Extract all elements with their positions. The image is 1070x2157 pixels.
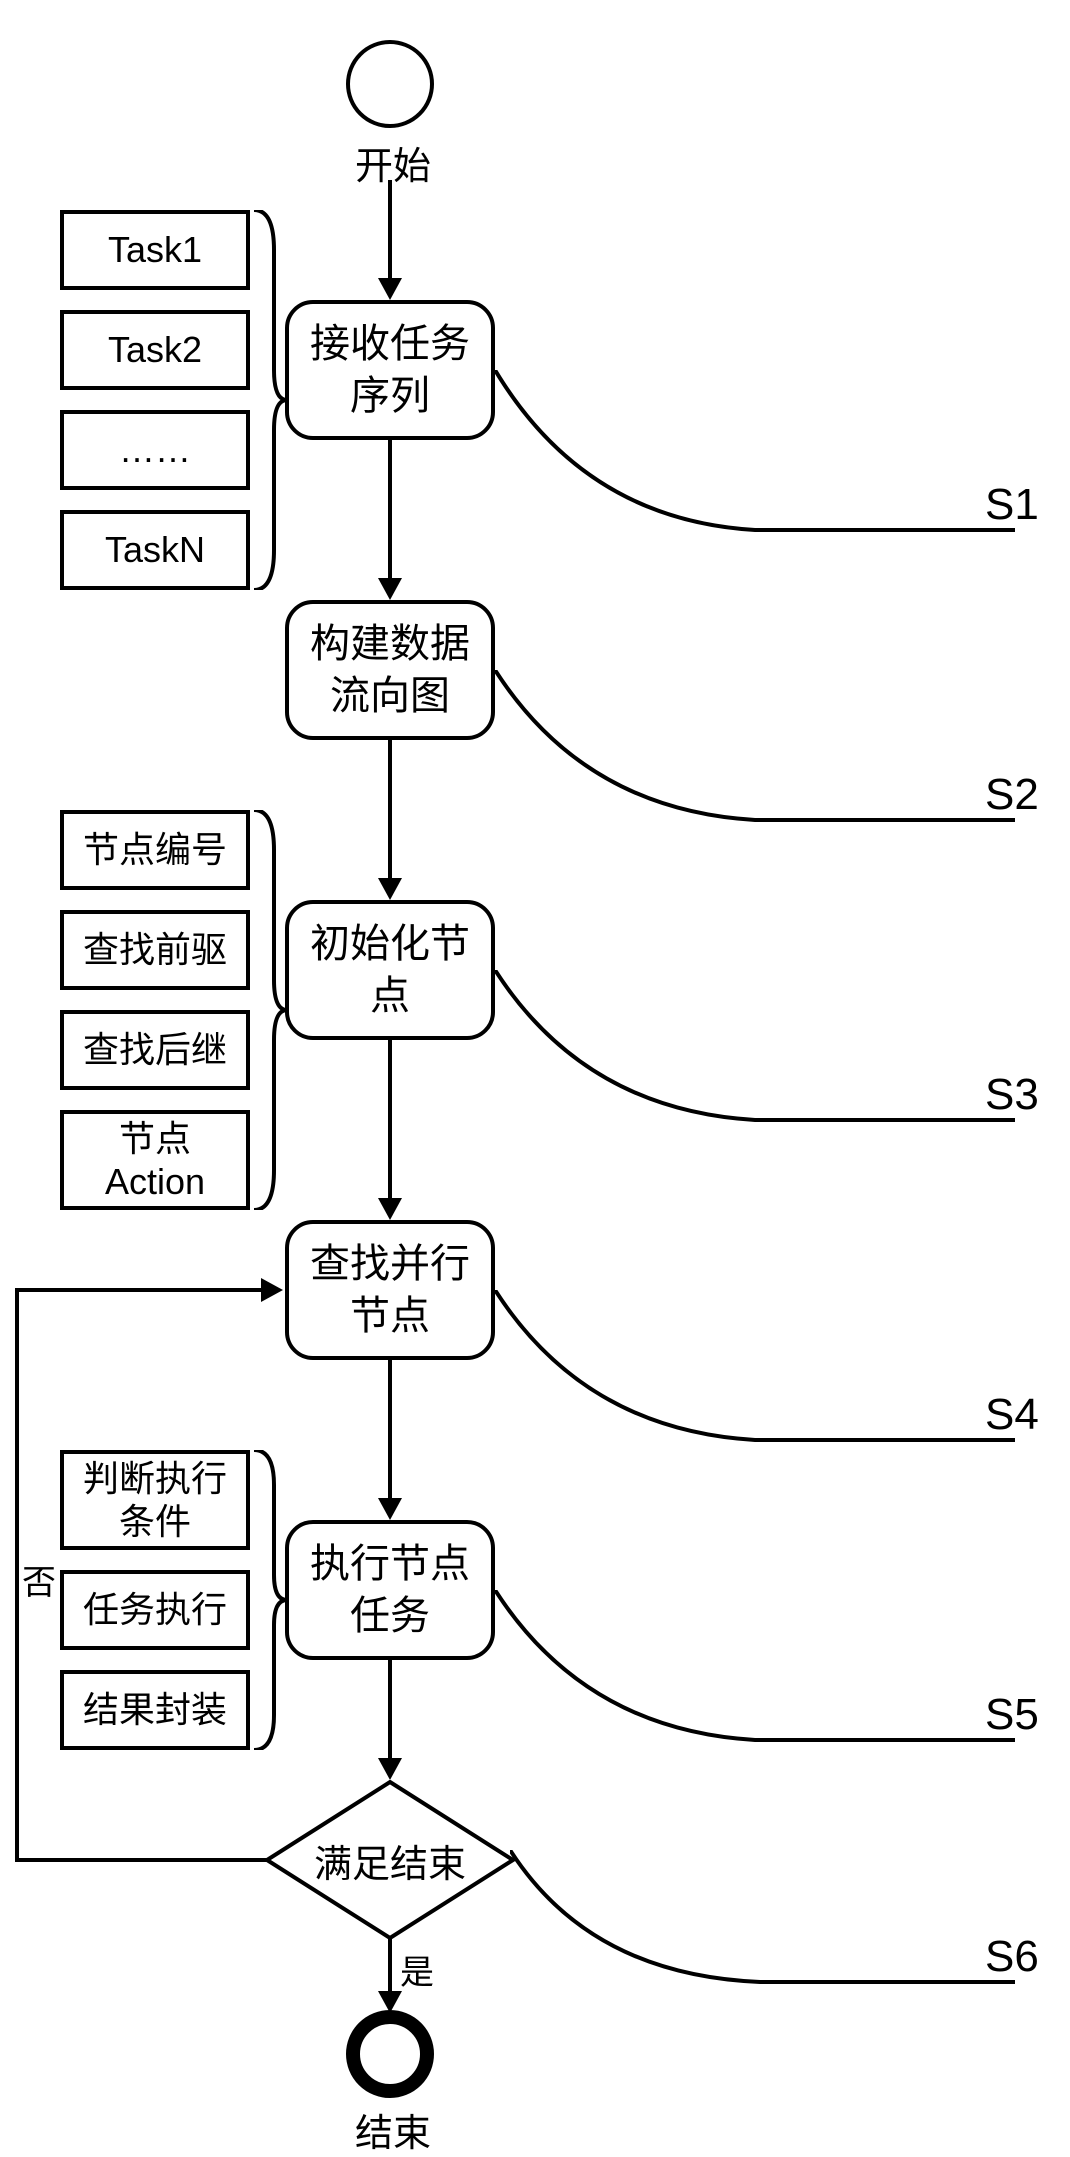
edge-s2-s3: [388, 740, 392, 880]
brace-s1: [252, 210, 287, 590]
edge-no-h2: [15, 1288, 263, 1292]
brace-s3: [252, 810, 287, 1210]
brace-s5: [252, 1450, 287, 1750]
curve-s3: [495, 970, 1015, 1140]
edge-s5-s6: [388, 1660, 392, 1760]
edge-start-s1: [388, 180, 392, 280]
arrowhead: [261, 1278, 283, 1302]
edge-no-v: [15, 1288, 19, 1862]
arrowhead: [378, 878, 402, 900]
edge-s1-s2: [388, 440, 392, 580]
arrowhead: [378, 1198, 402, 1220]
step-label-s5: S5: [985, 1690, 1039, 1740]
node-s5: 执行节点 任务: [285, 1520, 495, 1660]
edge-s6-end: [388, 1938, 392, 1993]
yes-label: 是: [400, 1945, 434, 1994]
start-label: 开始: [355, 135, 431, 190]
node-s4-label: 查找并行 节点: [310, 1238, 470, 1342]
side-s3-4: 节点 Action: [60, 1110, 250, 1210]
side-s5-2: 任务执行: [60, 1570, 250, 1650]
node-s4: 查找并行 节点: [285, 1220, 495, 1360]
side-s5-3-label: 结果封装: [83, 1688, 227, 1731]
side-taskn: TaskN: [60, 510, 250, 590]
arrowhead: [378, 578, 402, 600]
side-s3-1-label: 节点编号: [83, 828, 227, 871]
side-task1-label: Task1: [108, 228, 202, 271]
side-task1: Task1: [60, 210, 250, 290]
end-node: [346, 2010, 434, 2098]
node-s6-diamond: 满足结束: [265, 1780, 515, 1940]
edge-s3-s4: [388, 1040, 392, 1200]
end-label: 结束: [355, 2102, 431, 2157]
side-s3-2-label: 查找前驱: [83, 928, 227, 971]
curve-s4: [495, 1290, 1015, 1460]
edge-no-h1: [15, 1858, 267, 1862]
side-task2: Task2: [60, 310, 250, 390]
arrowhead: [378, 1498, 402, 1520]
node-s3: 初始化节 点: [285, 900, 495, 1040]
side-s3-1: 节点编号: [60, 810, 250, 890]
curve-s6: [510, 1850, 1015, 2000]
node-s6-label: 满足结束: [314, 1833, 466, 1888]
side-s5-1: 判断执行 条件: [60, 1450, 250, 1550]
side-s5-2-label: 任务执行: [83, 1588, 227, 1631]
step-label-s2: S2: [985, 770, 1039, 820]
node-s5-label: 执行节点 任务: [310, 1538, 470, 1642]
node-s2: 构建数据 流向图: [285, 600, 495, 740]
node-s1-label: 接收任务 序列: [310, 318, 470, 422]
edge-s4-s5: [388, 1360, 392, 1500]
side-task2-label: Task2: [108, 328, 202, 371]
step-label-s1: S1: [985, 480, 1039, 530]
side-s3-3-label: 查找后继: [83, 1028, 227, 1071]
curve-s2: [495, 670, 1015, 840]
side-taskn-label: TaskN: [105, 528, 205, 571]
node-s1: 接收任务 序列: [285, 300, 495, 440]
node-s2-label: 构建数据 流向图: [310, 618, 470, 722]
arrowhead: [378, 278, 402, 300]
arrowhead: [378, 1758, 402, 1780]
side-s3-4-label: 节点 Action: [105, 1117, 205, 1203]
side-s3-3: 查找后继: [60, 1010, 250, 1090]
curve-s1: [495, 370, 1015, 550]
side-s3-2: 查找前驱: [60, 910, 250, 990]
side-s5-1-label: 判断执行 条件: [83, 1457, 227, 1543]
no-label: 否: [22, 1555, 56, 1604]
curve-s5: [495, 1590, 1015, 1760]
step-label-s6: S6: [985, 1932, 1039, 1982]
flowchart-canvas: 开始 接收任务 序列 Task1 Task2 …… TaskN S1 构建数据 …: [0, 0, 1070, 2151]
step-label-s3: S3: [985, 1070, 1039, 1120]
side-task-dots-label: ……: [119, 428, 191, 471]
node-s3-label: 初始化节 点: [310, 918, 470, 1022]
side-task-dots: ……: [60, 410, 250, 490]
start-node: [346, 40, 434, 128]
side-s5-3: 结果封装: [60, 1670, 250, 1750]
step-label-s4: S4: [985, 1390, 1039, 1440]
